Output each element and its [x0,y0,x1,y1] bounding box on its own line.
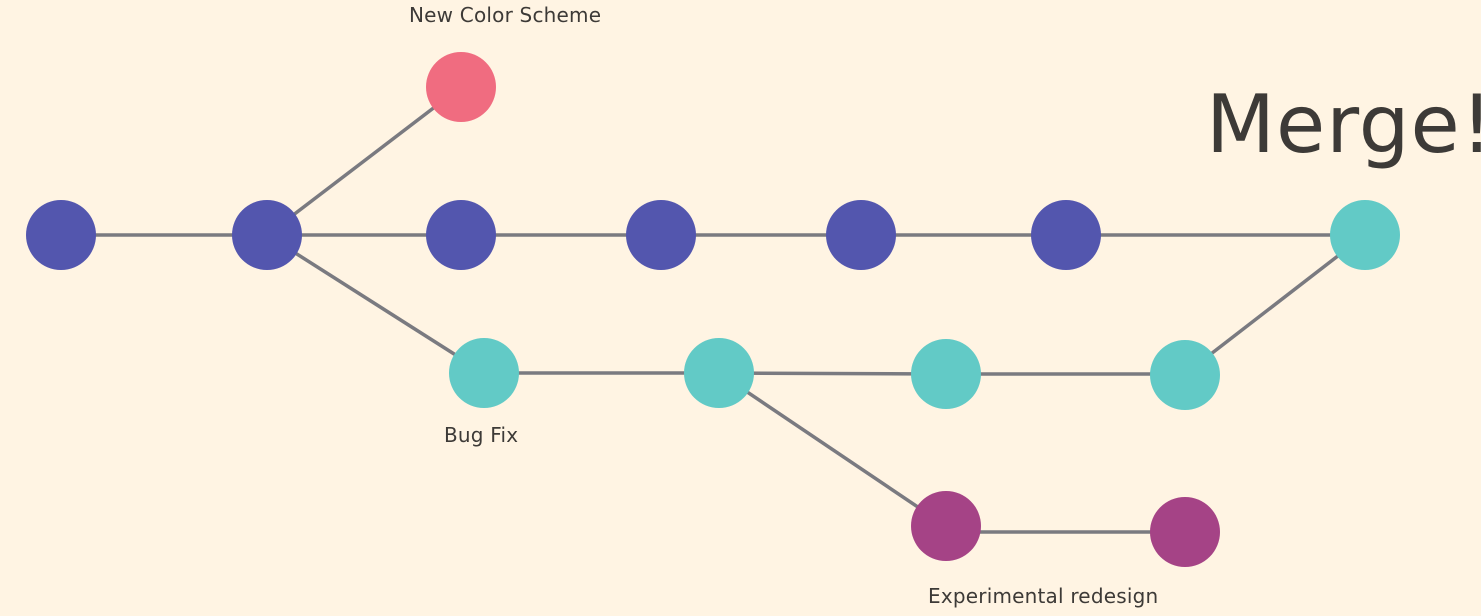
experimental-branch [911,491,1220,567]
commit-node [426,200,496,270]
edge [265,85,463,237]
commit-node [626,200,696,270]
commit-node [1150,340,1220,410]
main-branch [26,200,1101,270]
label-new-color-scheme: New Color Scheme [409,3,602,27]
commit-node [1031,200,1101,270]
edge [718,371,947,528]
color-scheme-node [426,52,496,122]
commit-node [232,200,302,270]
label-experimental-redesign: Experimental redesign [928,584,1159,608]
bugfix-branch [449,200,1400,410]
merge-node [1330,200,1400,270]
commit-node [26,200,96,270]
commit-node [826,200,896,270]
edges [61,85,1367,534]
commit-node [449,338,519,408]
commit-node [911,339,981,409]
label-bug-fix: Bug Fix [444,423,519,447]
commit-node [1150,497,1220,567]
commit-node [911,491,981,561]
commit-node [684,338,754,408]
edge [266,233,485,375]
edge [1183,233,1367,376]
edge [718,371,947,376]
label-merge: Merge! [1206,78,1481,171]
